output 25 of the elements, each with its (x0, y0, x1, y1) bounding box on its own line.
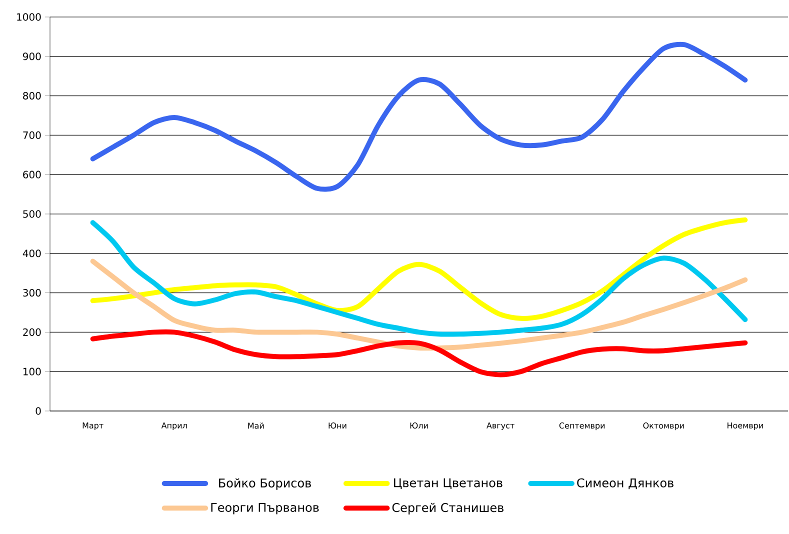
y-tick-label: 900 (23, 52, 41, 60)
legend-label: Симеон Дянков (577, 478, 674, 490)
x-tick-label: Март (82, 422, 104, 430)
x-tick-label: Април (161, 422, 187, 430)
legend-label: Сергей Станишев (392, 502, 504, 514)
y-tick-label: 0 (36, 407, 41, 415)
x-tick-label: Септември (559, 422, 605, 430)
x-tick-label: Юли (410, 422, 428, 429)
x-tick-label: Май (248, 422, 264, 429)
x-tick-label: Август (486, 422, 514, 430)
y-tick-label: 600 (23, 170, 41, 178)
x-tick-label: Октомври (643, 422, 684, 430)
y-tick-label: 200 (23, 328, 41, 336)
legend-label: Георги Първанов (211, 503, 319, 514)
legend-label: Цветан Цветанов (394, 478, 502, 490)
x-tick-label: Юни (328, 422, 346, 429)
y-tick-label: 800 (23, 92, 41, 100)
y-tick-label: 500 (23, 210, 41, 218)
y-tick-label: 300 (23, 288, 41, 297)
y-tick-label: 400 (22, 250, 41, 258)
y-tick-label: 100 (23, 368, 41, 376)
y-tick-label: 1000 (17, 13, 41, 21)
legend-label: Бойко Борисов (219, 478, 311, 490)
x-tick-label: Ноември (728, 422, 763, 430)
y-tick-label: 700 (23, 131, 41, 139)
